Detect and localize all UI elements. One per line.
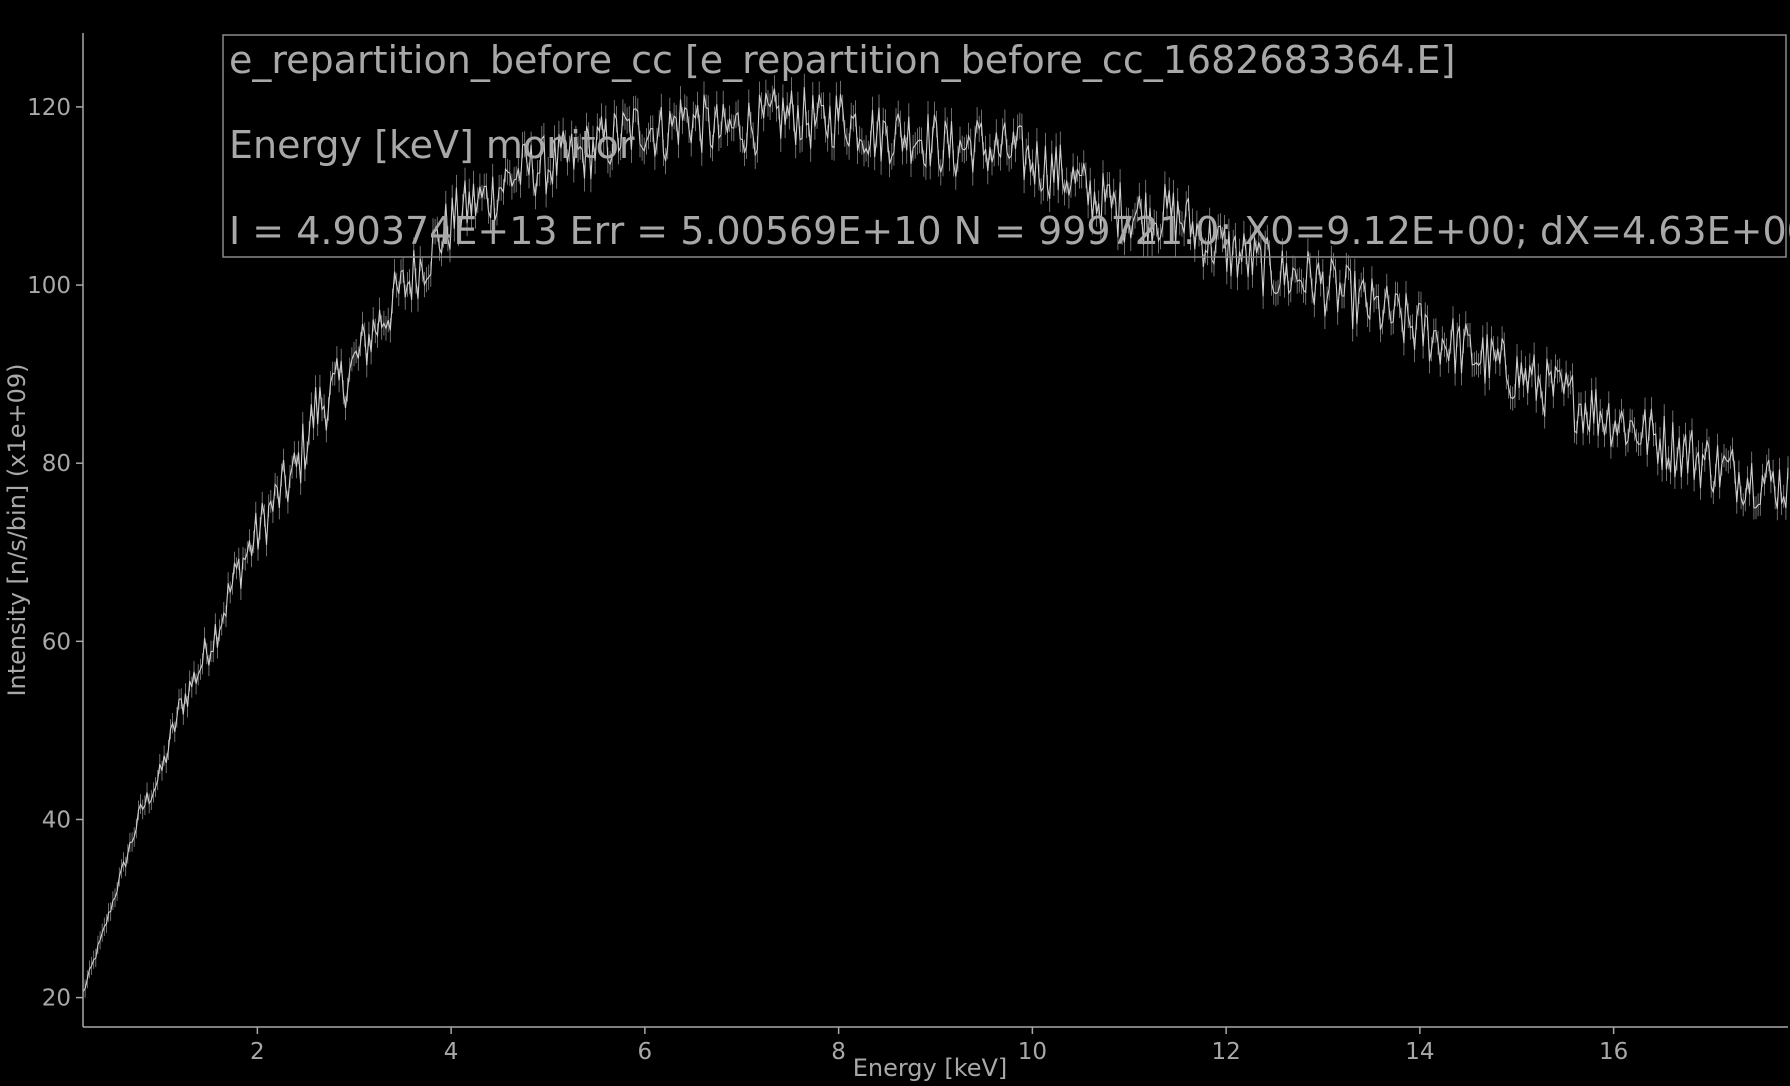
y-tick-label: 100 <box>27 273 71 299</box>
y-axis-ticks: 20 40 60 80 100 120 <box>27 95 83 1012</box>
x-axis-ticks: 2 4 6 8 10 12 14 16 <box>250 1027 1628 1065</box>
y-tick-label: 80 <box>42 451 71 477</box>
x-tick-label: 2 <box>250 1039 265 1065</box>
x-tick-label: 6 <box>638 1039 653 1065</box>
x-tick-label: 14 <box>1405 1039 1434 1065</box>
chart-title: e_repartition_before_cc [e_repartition_b… <box>229 38 1455 82</box>
x-tick-label: 12 <box>1211 1039 1240 1065</box>
x-axis-label: Energy [keV] <box>853 1054 1008 1082</box>
series-line <box>82 87 1789 993</box>
x-tick-label: 16 <box>1599 1039 1628 1065</box>
chart-subtitle: Energy [keV] monitor <box>229 123 635 167</box>
y-tick-label: 60 <box>42 629 71 655</box>
x-tick-label: 8 <box>831 1039 846 1065</box>
x-tick-label: 4 <box>444 1039 459 1065</box>
y-axis-label: Intensity [n/s/bin] (x1e+09) <box>3 363 31 696</box>
y-tick-label: 120 <box>27 95 71 121</box>
info-box-border <box>222 34 1787 258</box>
y-tick-label: 40 <box>42 807 71 833</box>
chart-stats: I = 4.90374E+13 Err = 5.00569E+10 N = 99… <box>229 209 1790 253</box>
y-tick-label: 20 <box>42 986 71 1012</box>
x-tick-label: 10 <box>1018 1039 1047 1065</box>
info-box: e_repartition_before_cc [e_repartition_b… <box>222 34 1790 258</box>
